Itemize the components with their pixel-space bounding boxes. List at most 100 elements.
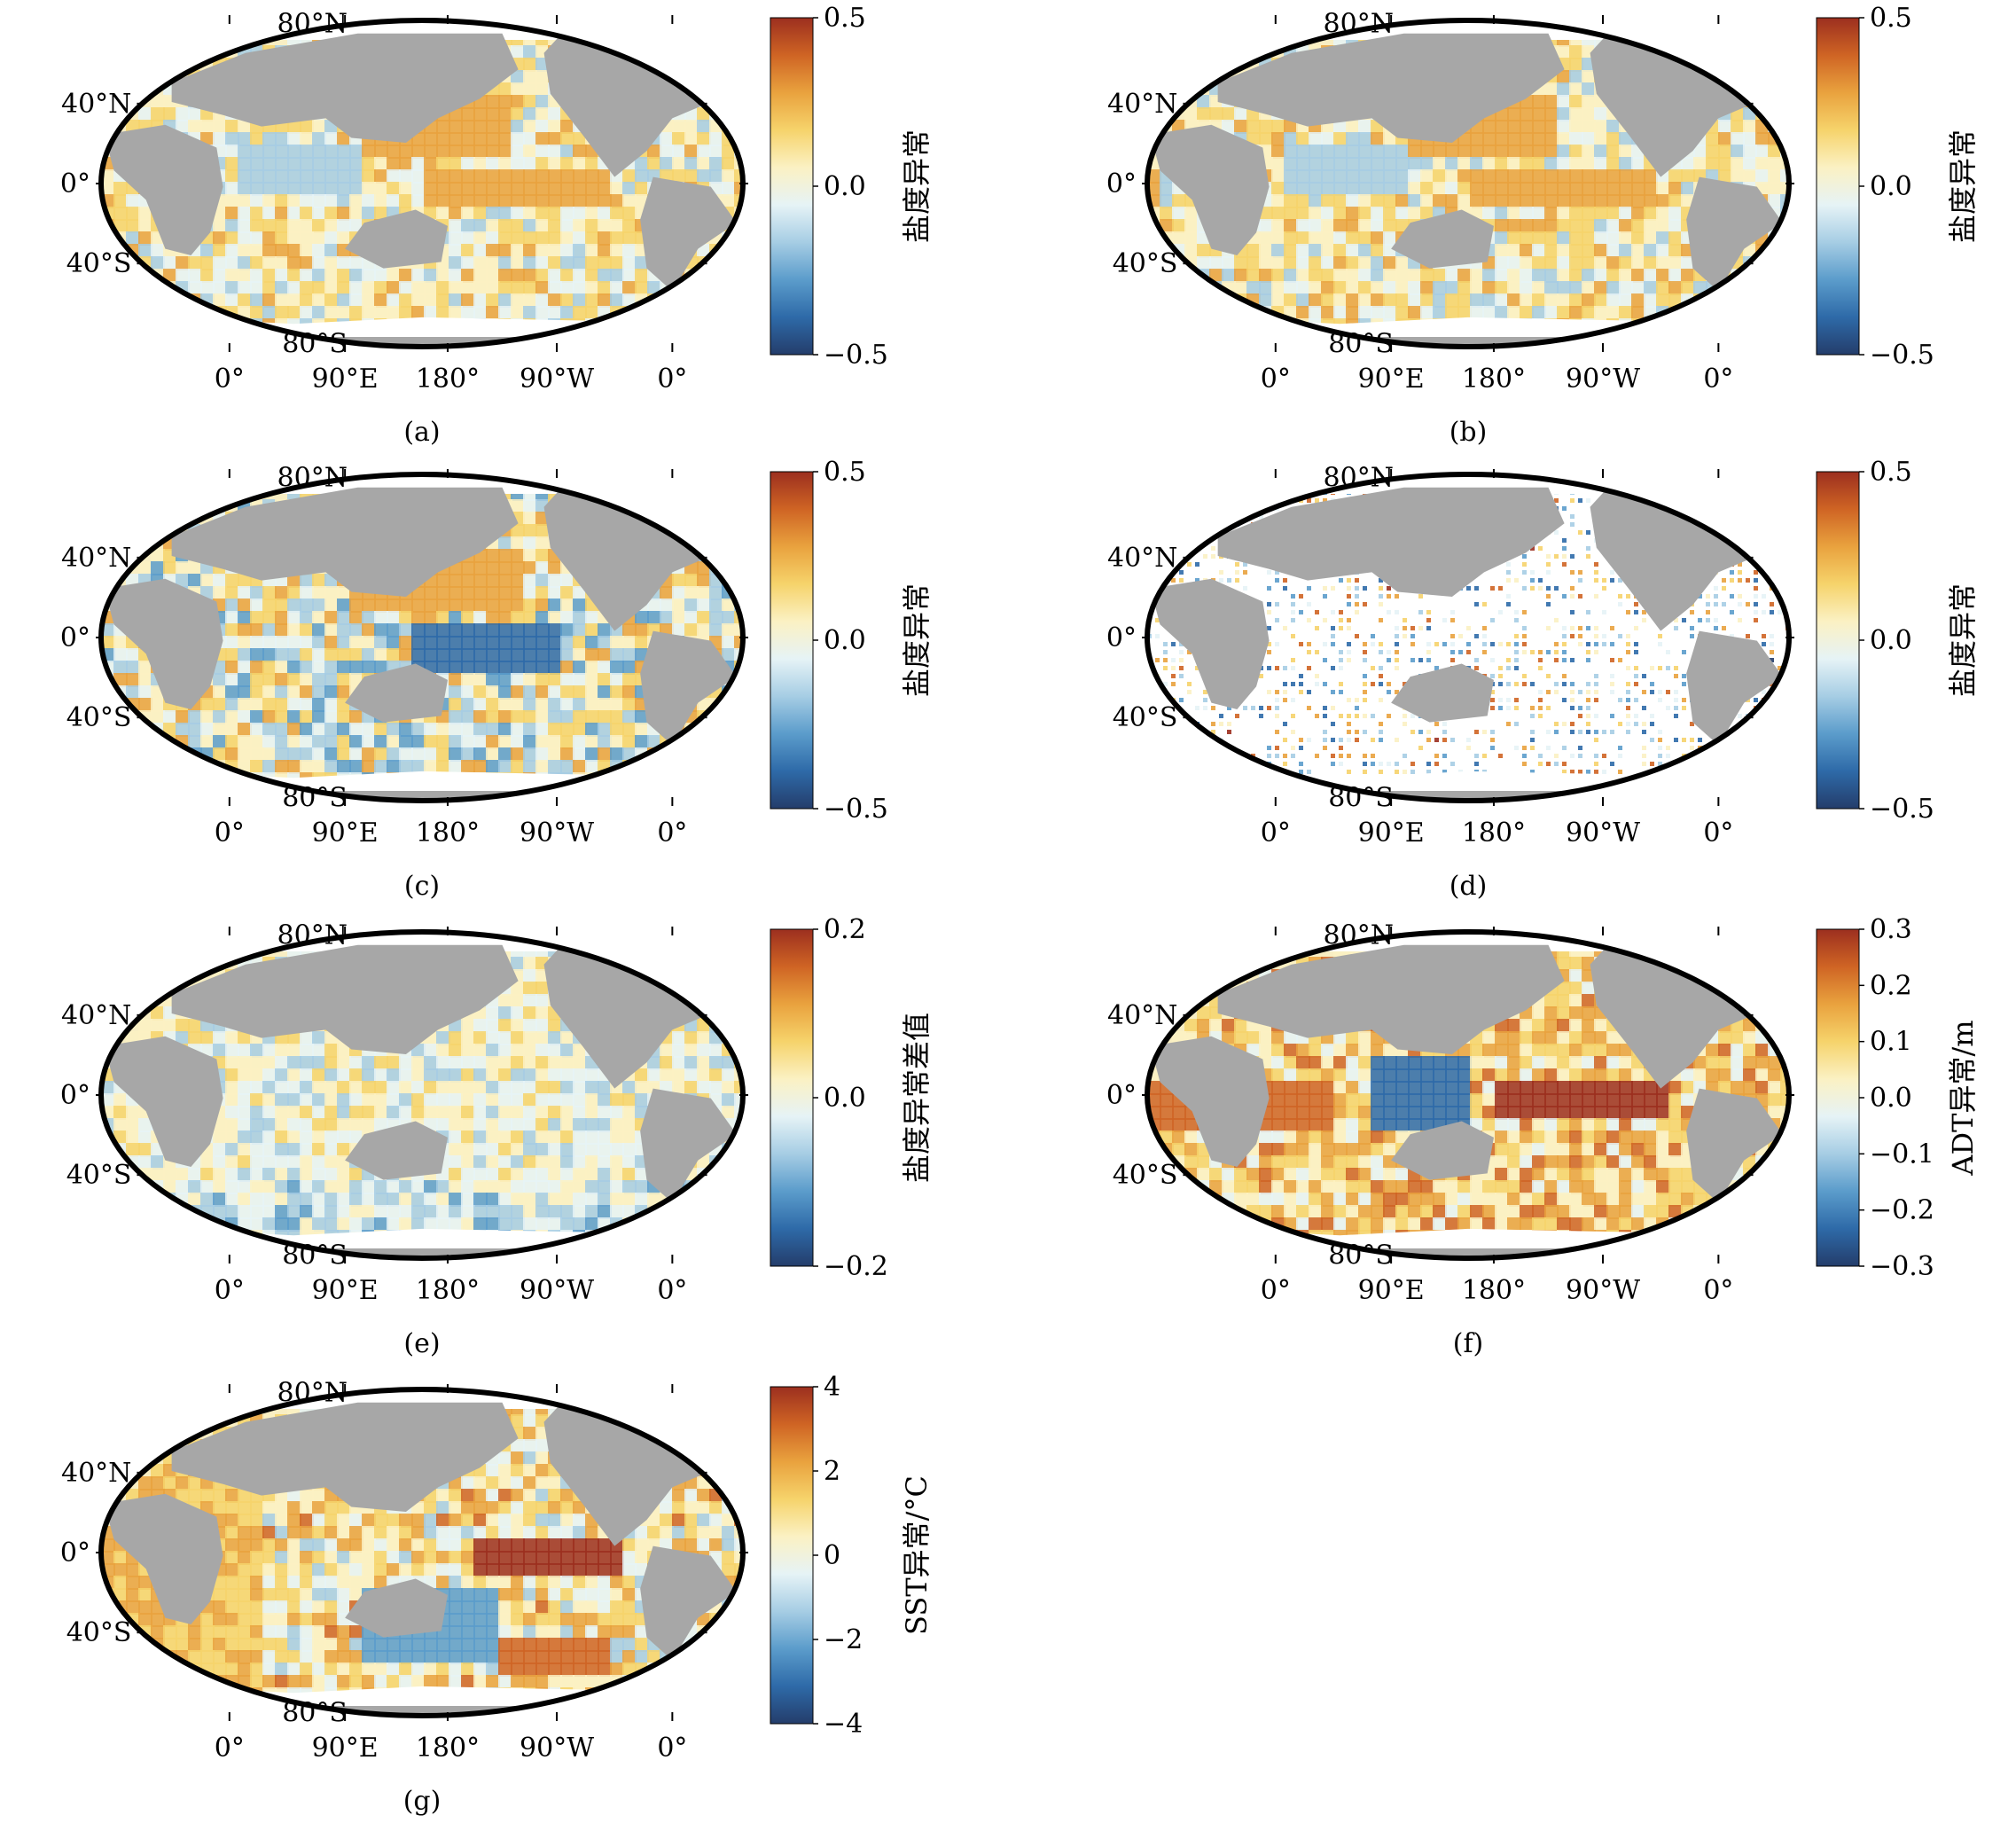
lon-label: 0° bbox=[1261, 364, 1291, 395]
colorbar-title: 盐度异常 bbox=[900, 129, 934, 243]
lat-label: 40°N bbox=[61, 543, 131, 574]
colorbar-tick-label: 0.0 bbox=[824, 171, 866, 202]
lon-label: 90°E bbox=[1358, 818, 1425, 849]
lon-label: 90°W bbox=[520, 364, 594, 395]
panel-label: (e) bbox=[403, 1328, 440, 1359]
lon-label: 0° bbox=[1703, 364, 1733, 395]
lon-label: 0° bbox=[1703, 818, 1733, 849]
lat-label: 80°S bbox=[282, 1240, 348, 1271]
lat-label: 40°N bbox=[1107, 1000, 1177, 1031]
lat-label: 80°N bbox=[277, 9, 348, 40]
lon-label: 90°E bbox=[312, 1275, 379, 1306]
lat-label: 80°N bbox=[1324, 9, 1394, 40]
colorbar-tick-label: 0 bbox=[824, 1540, 840, 1571]
lat-label: 80°N bbox=[277, 1378, 348, 1409]
lat-label: 0° bbox=[60, 1080, 90, 1111]
panel-label: (f) bbox=[1453, 1328, 1484, 1359]
lon-label: 0° bbox=[657, 364, 687, 395]
panel-label: (g) bbox=[403, 1786, 441, 1817]
colorbar-tick-label: 0.0 bbox=[824, 625, 866, 656]
lat-label: 80°S bbox=[282, 782, 348, 813]
lat-label: 0° bbox=[60, 1537, 90, 1569]
colorbar-title: 盐度异常 bbox=[1946, 583, 1980, 697]
lon-label: 180° bbox=[1462, 364, 1526, 395]
lon-label: 90°W bbox=[520, 818, 594, 849]
colorbar-title: ADT异常/m bbox=[1946, 1020, 1980, 1176]
lat-label: 0° bbox=[60, 622, 90, 653]
lat-label: 80°N bbox=[1324, 463, 1394, 494]
lat-label: 80°S bbox=[1328, 782, 1394, 813]
colorbar-tick-label: 0.5 bbox=[824, 3, 866, 34]
colorbar-tick-label: 0.1 bbox=[1870, 1027, 1912, 1058]
lat-label: 80°N bbox=[1324, 920, 1394, 951]
colorbar-tick-label: 0.0 bbox=[1870, 171, 1912, 202]
panel-label: (d) bbox=[1449, 871, 1488, 902]
lat-label: 40°S bbox=[1113, 702, 1178, 733]
lon-label: 0° bbox=[215, 1733, 245, 1764]
colorbar-tick-label: −0.5 bbox=[824, 340, 888, 371]
lat-label: 40°S bbox=[66, 702, 132, 733]
colorbar bbox=[770, 929, 813, 1266]
lat-label: 0° bbox=[1106, 168, 1137, 200]
lon-label: 180° bbox=[1462, 818, 1526, 849]
lat-label: 0° bbox=[1106, 622, 1137, 653]
lat-label: 40°S bbox=[66, 1617, 132, 1648]
lon-label: 180° bbox=[416, 364, 480, 395]
colorbar-tick-label: −0.5 bbox=[1870, 340, 1934, 371]
colorbar bbox=[770, 18, 813, 355]
lon-label: 90°W bbox=[520, 1275, 594, 1306]
lon-label: 90°E bbox=[1358, 1275, 1425, 1306]
lat-label: 0° bbox=[1106, 1080, 1137, 1111]
lon-label: 0° bbox=[657, 818, 687, 849]
lon-label: 90°W bbox=[1566, 1275, 1640, 1306]
colorbar bbox=[770, 472, 813, 809]
lon-label: 0° bbox=[1261, 1275, 1291, 1306]
lon-label: 90°W bbox=[1566, 818, 1640, 849]
colorbar-tick-label: −0.5 bbox=[1870, 794, 1934, 825]
lon-label: 90°W bbox=[520, 1733, 594, 1764]
colorbar-tick-label: −0.3 bbox=[1870, 1251, 1934, 1282]
lon-label: 90°W bbox=[1566, 364, 1640, 395]
colorbar-tick-label: −0.2 bbox=[824, 1251, 888, 1282]
colorbar bbox=[770, 1387, 813, 1724]
lon-label: 0° bbox=[1261, 818, 1291, 849]
lat-label: 80°S bbox=[282, 1697, 348, 1728]
lon-label: 180° bbox=[416, 818, 480, 849]
lat-label: 40°S bbox=[66, 1160, 132, 1191]
colorbar-tick-label: 0.2 bbox=[824, 914, 866, 945]
lat-label: 40°S bbox=[1113, 248, 1178, 279]
lon-label: 0° bbox=[1703, 1275, 1733, 1306]
lat-label: 40°S bbox=[1113, 1160, 1178, 1191]
colorbar bbox=[1817, 18, 1859, 355]
panel-label: (c) bbox=[404, 871, 440, 902]
colorbar bbox=[1817, 472, 1859, 809]
lon-label: 0° bbox=[215, 364, 245, 395]
colorbar-tick-label: 0.0 bbox=[824, 1083, 866, 1114]
colorbar-title: 盐度异常差值 bbox=[900, 1013, 934, 1183]
colorbar-tick-label: 0.0 bbox=[1870, 1083, 1912, 1114]
colorbar-tick-label: 0.5 bbox=[1870, 457, 1912, 488]
colorbar-tick-label: 0.0 bbox=[1870, 625, 1912, 656]
lat-label: 0° bbox=[60, 168, 90, 200]
panel-label: (a) bbox=[403, 417, 440, 448]
lat-label: 80°N bbox=[277, 463, 348, 494]
lon-label: 0° bbox=[657, 1275, 687, 1306]
lat-label: 40°N bbox=[61, 1458, 131, 1489]
colorbar bbox=[1817, 929, 1859, 1266]
lat-label: 40°N bbox=[61, 89, 131, 120]
lon-label: 180° bbox=[1462, 1275, 1526, 1306]
colorbar-tick-label: 0.5 bbox=[1870, 3, 1912, 34]
colorbar-title: 盐度异常 bbox=[1946, 129, 1980, 243]
